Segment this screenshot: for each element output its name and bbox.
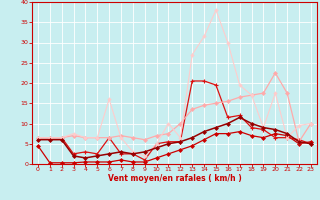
X-axis label: Vent moyen/en rafales ( km/h ): Vent moyen/en rafales ( km/h ) xyxy=(108,174,241,183)
